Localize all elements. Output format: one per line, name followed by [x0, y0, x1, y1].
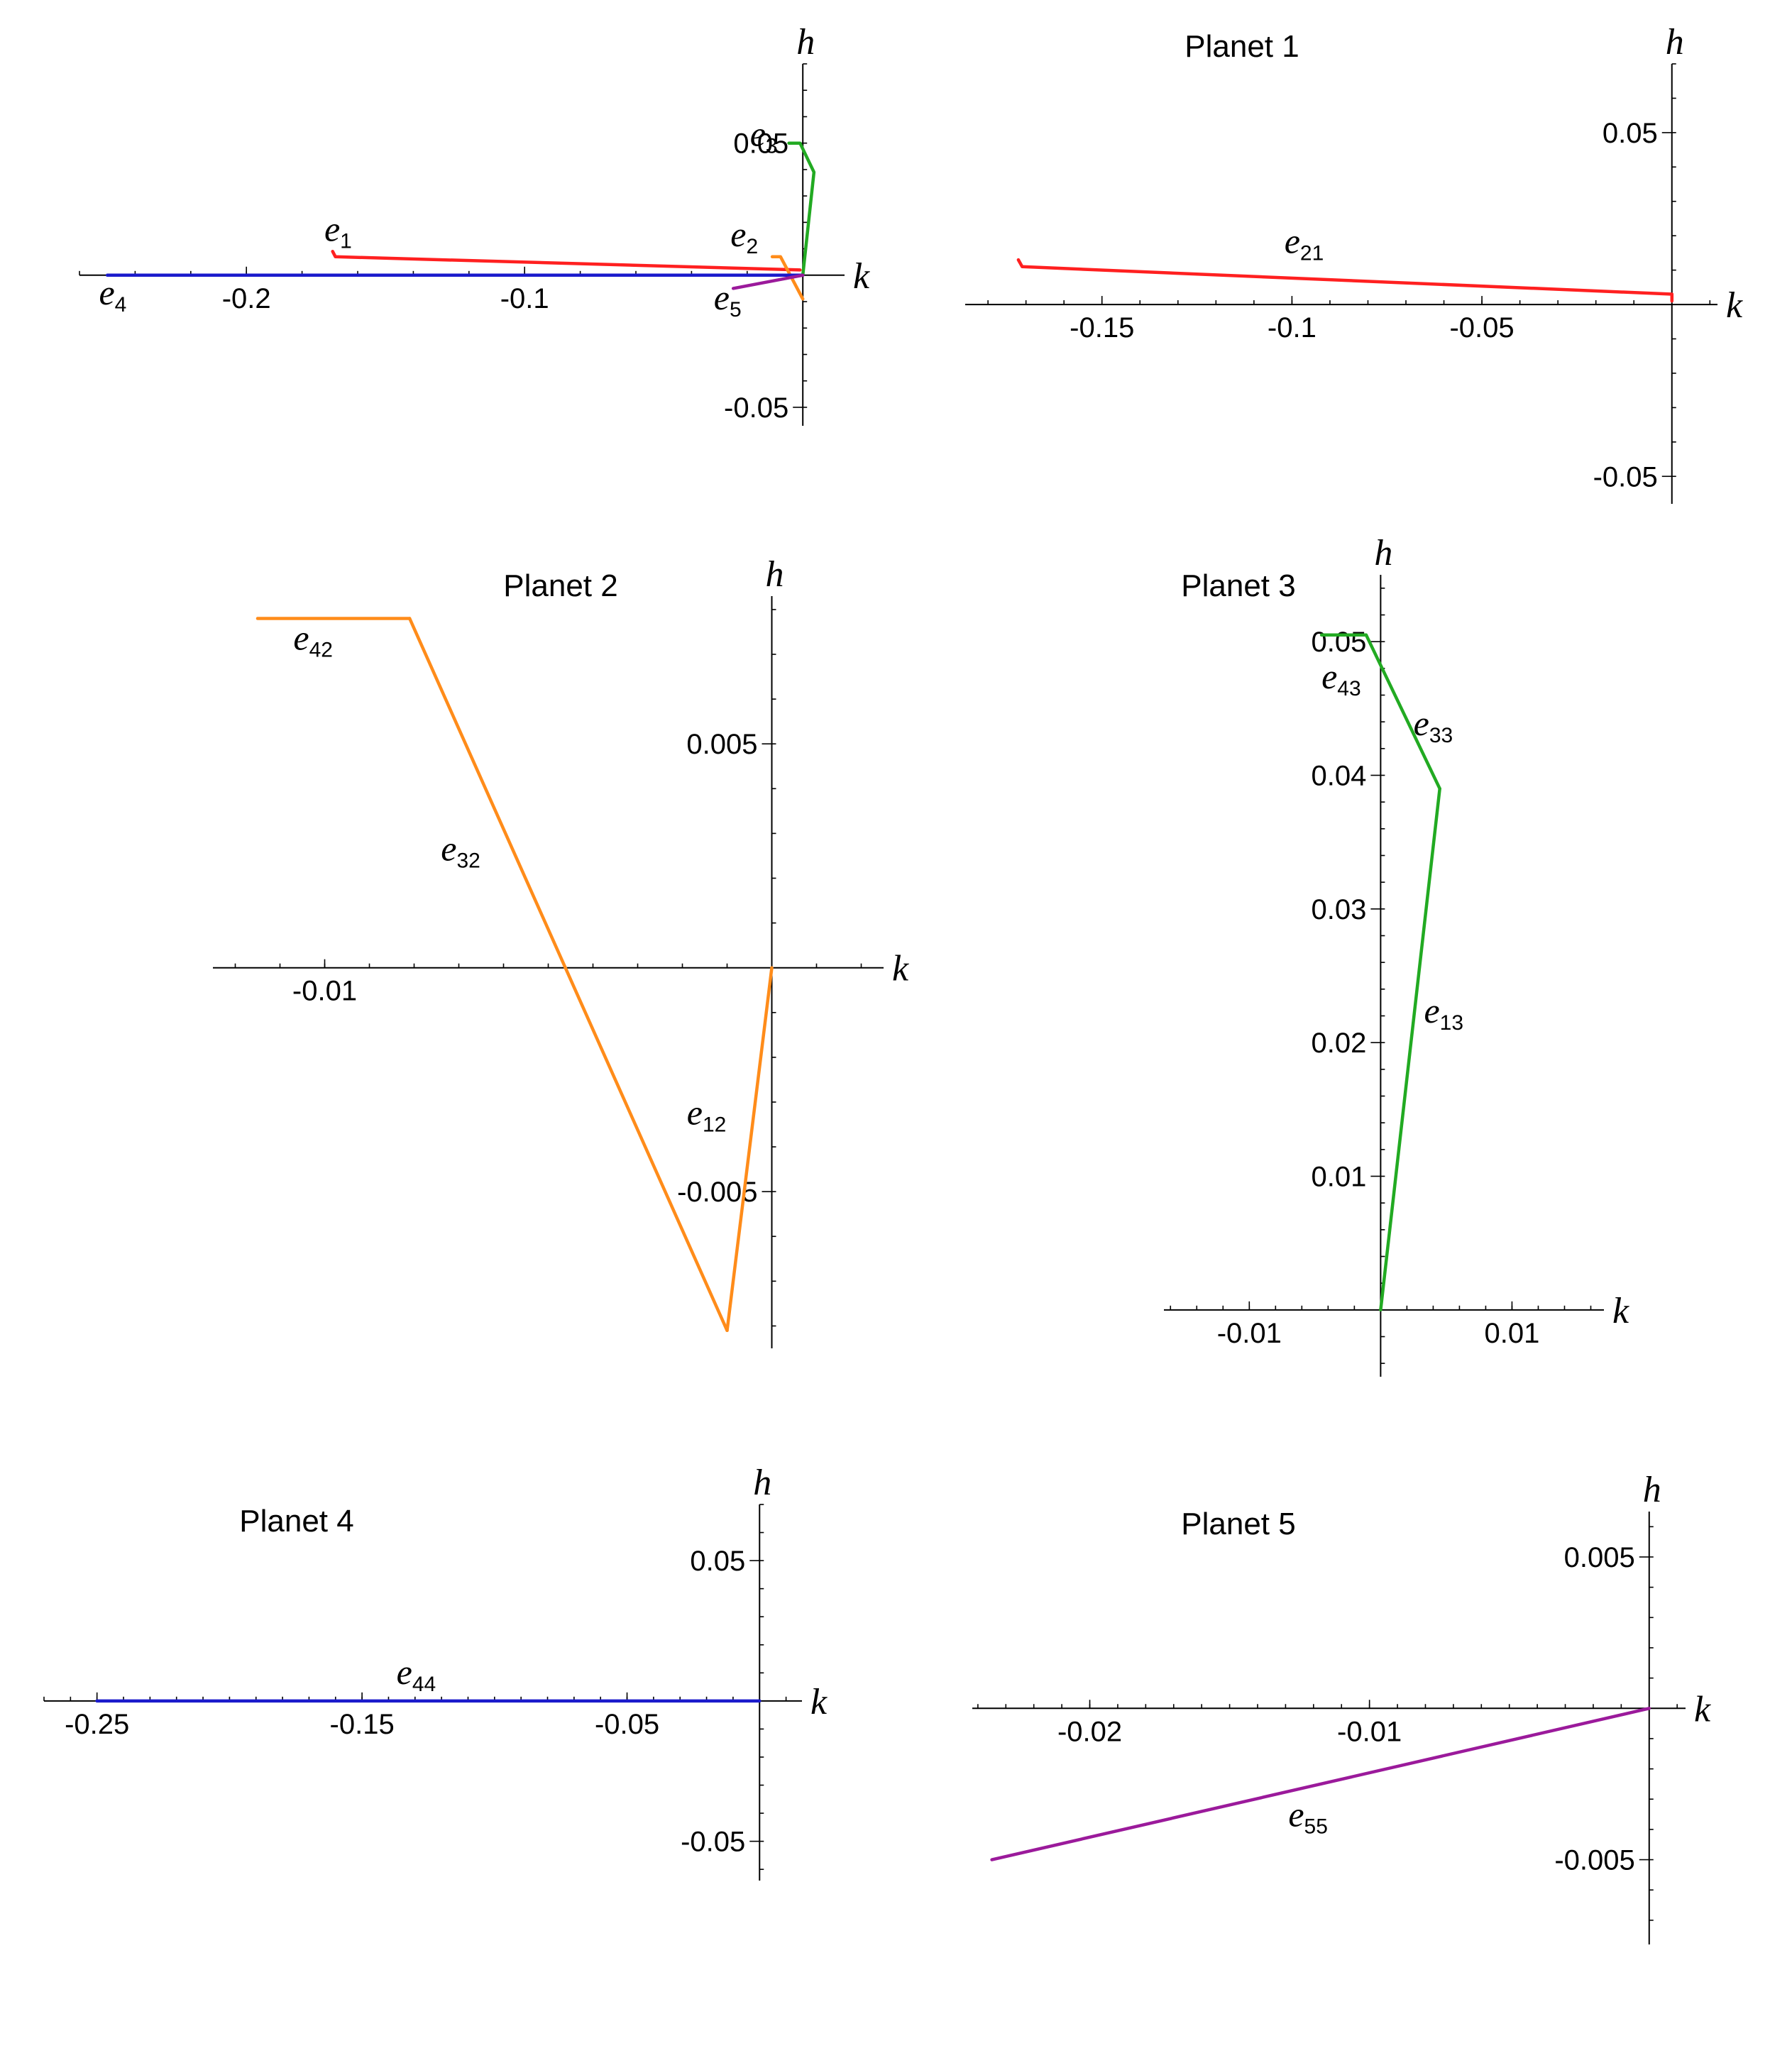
x-axis-name: k [892, 949, 909, 989]
panel-title: Planet 3 [1181, 568, 1295, 603]
y-tick-label: -0.05 [1593, 461, 1658, 493]
series-e3 [787, 141, 816, 277]
x-axis-name: k [853, 256, 870, 297]
series-label-e4: e4 [99, 273, 126, 317]
chart-planet3: -0.01 0.01 0.05 0.04 0.03 0.02 0.01 k h Planet 3 e… [1164, 533, 1629, 1377]
x-tick-label: -0.1 [500, 283, 549, 314]
x-tick-label: -0.01 [1217, 1318, 1282, 1349]
y-tick-label: 0.05 [733, 128, 788, 160]
x-axis-name: k [1612, 1291, 1629, 1331]
y-axis-name: h [796, 22, 815, 62]
x-tick-label: -0.25 [65, 1709, 129, 1740]
x-tick-label: 0.01 [1485, 1318, 1540, 1349]
x-tick-label: -0.05 [1449, 312, 1514, 343]
panel-title: Planet 1 [1184, 29, 1299, 64]
y-axis-name: h [1374, 533, 1392, 573]
series-e13 [1379, 787, 1441, 1312]
panel-title: Planet 4 [239, 1504, 353, 1539]
x-tick-label: -0.02 [1057, 1716, 1122, 1747]
y-tick-label: 0.01 [1312, 1162, 1367, 1193]
y-axis-name: h [1666, 22, 1684, 62]
chart-planet4: -0.25 -0.15 -0.05 0.05 -0.05 k h Planet 4 e44 [43, 1463, 828, 1881]
series-e5 [731, 273, 805, 290]
x-tick-label: -0.1 [1268, 312, 1316, 343]
series-label-e32: e32 [441, 828, 480, 872]
y-axis-name: h [766, 554, 784, 595]
series-label-e55: e55 [1288, 1795, 1328, 1839]
y-tick-label: -0.05 [681, 1827, 745, 1858]
series-label-e5: e5 [714, 277, 742, 321]
series-e33 [1364, 633, 1441, 791]
series-e21 [1016, 258, 1674, 303]
y-tick-label: 0.05 [1603, 118, 1658, 149]
chart-planet5: -0.02 -0.01 0.005 -0.005 k h Planet 5 e55 [972, 1470, 1711, 1944]
panel-title: Planet 2 [503, 568, 617, 603]
series-e12 [725, 966, 774, 1333]
chart-overview: -0.2 -0.1 0.05 -0.05 k h e1 e2 e3 e4 e5 [79, 22, 870, 426]
y-tick-label: -0.05 [724, 392, 788, 424]
series-e1 [331, 250, 802, 272]
x-tick-label: -0.15 [1070, 312, 1134, 343]
y-axis-name: h [1643, 1470, 1661, 1510]
x-tick-label: -0.05 [595, 1709, 659, 1740]
y-tick-label: 0.005 [1564, 1542, 1635, 1573]
series-label-e2: e2 [730, 214, 758, 258]
y-tick-label: 0.02 [1312, 1028, 1367, 1059]
y-tick-label: 0.04 [1312, 761, 1367, 792]
x-axis-name: k [1726, 285, 1743, 326]
series-label-e12: e12 [687, 1093, 727, 1137]
panel-title: Planet 5 [1181, 1507, 1295, 1541]
y-tick-label: 0.03 [1312, 894, 1367, 925]
x-axis-name: k [810, 1682, 828, 1722]
y-tick-label: 0.005 [686, 729, 757, 760]
y-axis-name: h [753, 1463, 771, 1503]
y-tick-label: 0.05 [1312, 627, 1367, 658]
series-e2 [770, 255, 805, 301]
series-label-e43: e43 [1321, 656, 1361, 700]
x-tick-label: -0.01 [292, 976, 357, 1007]
series-label-e1: e1 [324, 209, 352, 253]
x-tick-label: -0.15 [330, 1709, 395, 1740]
series-e32 [407, 617, 729, 1333]
y-tick-label: 0.05 [690, 1546, 745, 1577]
series-label-e21: e21 [1285, 221, 1324, 265]
y-tick-label: -0.005 [1554, 1845, 1634, 1876]
series-label-e33: e33 [1414, 703, 1453, 747]
series-e55 [990, 1707, 1651, 1861]
chart-planet1: -0.15 -0.1 -0.05 0.05 -0.05 k h Planet 1 e21 [965, 22, 1743, 504]
x-tick-label: -0.2 [222, 283, 271, 314]
series-label-e3: e3 [750, 114, 778, 158]
series-label-e13: e13 [1424, 991, 1463, 1035]
series-label-e42: e42 [293, 618, 333, 662]
x-tick-label: -0.01 [1337, 1716, 1402, 1747]
series-label-e44: e44 [397, 1652, 436, 1696]
x-axis-name: k [1694, 1689, 1711, 1729]
